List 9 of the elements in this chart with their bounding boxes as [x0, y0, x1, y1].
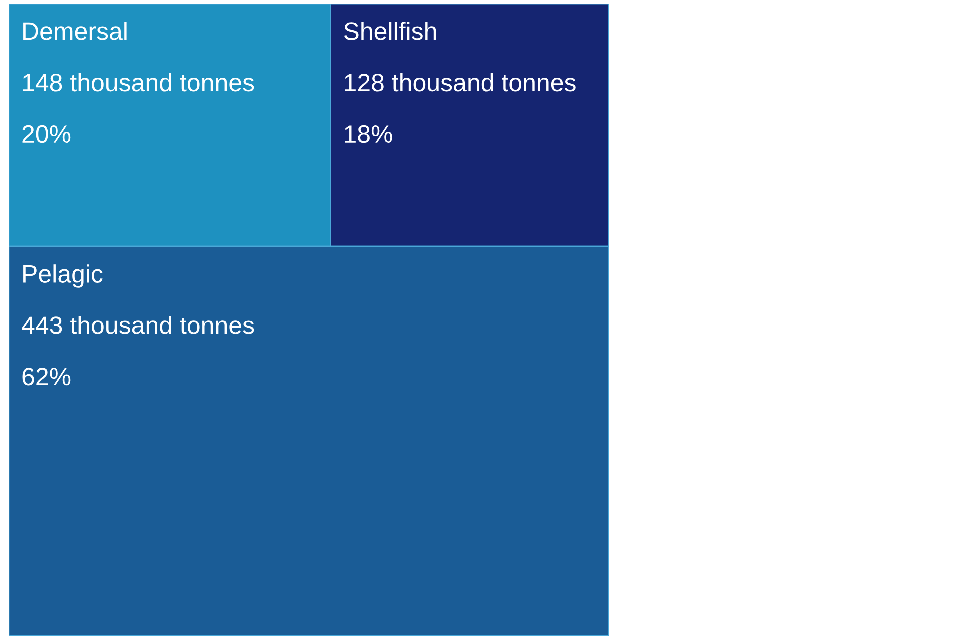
text: 62%: [22, 368, 71, 386]
text: 20%: [22, 125, 71, 144]
category-label: Demersal: [24, 22, 127, 40]
text: 18%: [345, 125, 392, 144]
category-label: Pelagic: [24, 264, 103, 288]
category-label: Shellfish: [344, 22, 436, 40]
data-label: 128 thousand tonnes: [345, 73, 576, 92]
data-label: 148 thousand tonnes: [23, 73, 254, 92]
data-label: 443 thousand tonnes: [22, 316, 254, 334]
